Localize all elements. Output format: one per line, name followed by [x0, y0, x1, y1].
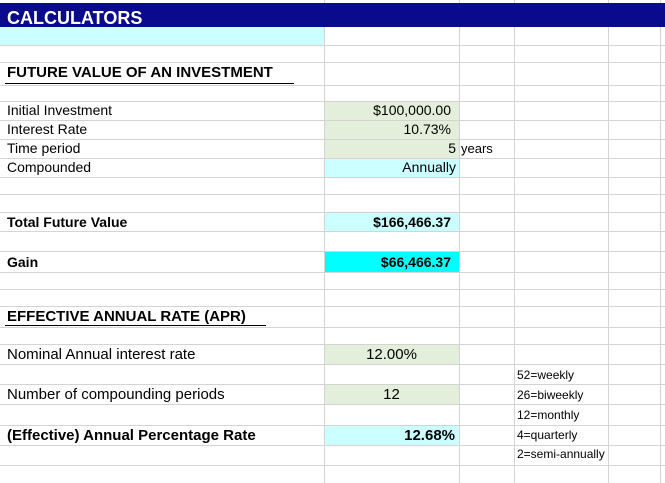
- gridline-h: [0, 101, 665, 102]
- gridline-h: [0, 425, 665, 426]
- gridline-v: [459, 0, 460, 483]
- gridline-h: [0, 251, 665, 252]
- cyan-cell-effective: [324, 425, 459, 445]
- gain-label: Gain: [7, 254, 39, 270]
- cyan-cell-row2: [0, 27, 324, 45]
- effective-apr-label: (Effective) Annual Percentage Rate: [7, 427, 256, 444]
- note-semi-annually: 2=semi-annually: [517, 447, 605, 461]
- nominal-rate-label: Nominal Annual interest rate: [7, 346, 196, 363]
- interest-rate-value[interactable]: 10.73%: [403, 121, 451, 137]
- gridline-h: [0, 45, 665, 46]
- note-monthly: 12=monthly: [517, 408, 580, 422]
- time-period-unit: years: [461, 141, 493, 156]
- title-bar: CALCULATORS: [0, 3, 665, 27]
- cyan-cell-compounded: [324, 158, 459, 177]
- cyan-cell-total: [324, 212, 459, 231]
- gridline-h: [0, 194, 665, 195]
- gridline-h: [0, 445, 665, 446]
- compounded-label: Compounded: [7, 159, 92, 175]
- effective-apr-value: 12.68%: [404, 427, 455, 444]
- gridline-v: [608, 0, 609, 483]
- compounding-periods-value[interactable]: 12: [383, 386, 400, 403]
- note-weekly: 52=weekly: [517, 368, 575, 382]
- gridline-h: [0, 231, 665, 232]
- gain-value: $66,466.37: [380, 254, 451, 270]
- total-future-value: $166,466.37: [373, 214, 451, 230]
- time-period-value[interactable]: 5: [448, 140, 456, 156]
- gridline-v: [660, 0, 661, 483]
- gridline-h: [0, 344, 665, 345]
- green-cell-block: [324, 101, 459, 158]
- apr-heading: EFFECTIVE ANNUAL RATE (APR): [7, 308, 246, 325]
- gridline-v: [514, 0, 515, 483]
- gridline-h: [0, 212, 665, 213]
- gridline-h: [0, 306, 665, 307]
- green-cell-periods: [324, 384, 459, 404]
- nominal-rate-value[interactable]: 12.00%: [366, 346, 417, 363]
- green-cell-nominal: [324, 344, 459, 364]
- gridline-h: [0, 364, 665, 365]
- gridline-h: [0, 327, 665, 328]
- compounding-periods-label: Number of compounding periods: [7, 386, 225, 403]
- gridline-h: [0, 404, 665, 405]
- gridline-h: [0, 384, 665, 385]
- gridline-v: [324, 0, 325, 483]
- gridline-h: [0, 62, 665, 63]
- note-quarterly: 4=quarterly: [517, 428, 578, 442]
- future-value-heading-rule: [5, 83, 294, 84]
- sheet-title: CALCULATORS: [7, 8, 143, 28]
- gridline-h: [0, 289, 665, 290]
- total-future-value-label: Total Future Value: [7, 214, 128, 230]
- gridline-h: [0, 120, 665, 121]
- initial-investment-value[interactable]: $100,000.00: [373, 102, 451, 118]
- time-period-label: Time period: [7, 140, 81, 156]
- apr-heading-rule: [5, 325, 266, 326]
- bright-cyan-cell-gain: [324, 251, 459, 272]
- gridline-h: [0, 158, 665, 159]
- gridline-h: [0, 465, 665, 466]
- gridline-h: [0, 139, 665, 140]
- note-biweekly: 26=biweekly: [517, 388, 584, 402]
- gridline-h: [0, 85, 665, 86]
- interest-rate-label: Interest Rate: [7, 121, 88, 137]
- gridline-h: [0, 272, 665, 273]
- future-value-heading: FUTURE VALUE OF AN INVESTMENT: [7, 64, 273, 81]
- initial-investment-label: Initial Investment: [7, 102, 113, 118]
- gridline-h: [0, 177, 665, 178]
- compounded-value[interactable]: Annually: [402, 159, 456, 175]
